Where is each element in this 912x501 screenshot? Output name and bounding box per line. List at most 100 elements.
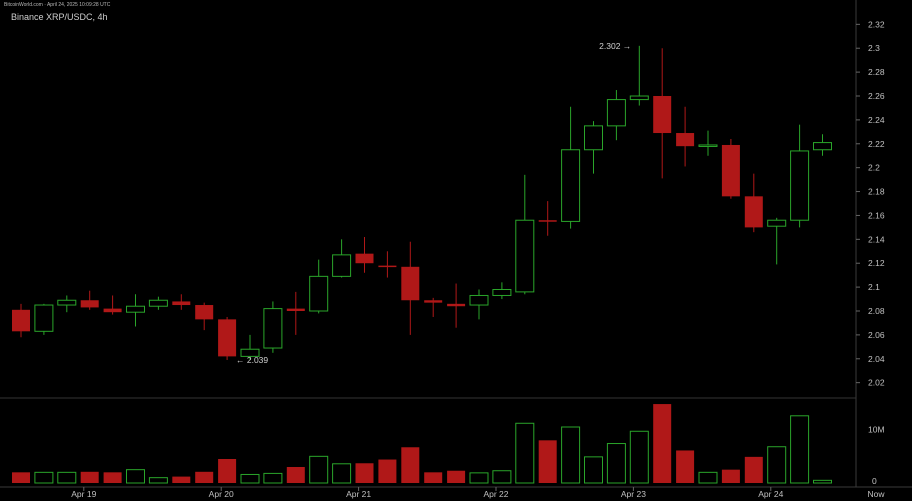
candle-down (447, 303, 466, 307)
volume-bar (34, 471, 54, 484)
x-tick-label: Apr 20 (209, 489, 234, 499)
candle-down (80, 300, 99, 308)
y-tick-label: 2.16 (868, 210, 885, 220)
candle-up (561, 149, 581, 222)
volume-bar (309, 455, 329, 484)
candle-down (424, 300, 443, 303)
y-tick-label: 2.14 (868, 234, 885, 244)
candle-up (492, 289, 512, 296)
candle-up (606, 99, 626, 127)
y-tick-label: 2.2 (868, 163, 880, 173)
volume-bar (744, 456, 763, 483)
volume-bar (148, 477, 168, 484)
candle-down (172, 301, 191, 306)
x-tick-label: Apr 24 (758, 489, 783, 499)
volume-bar (698, 471, 718, 484)
volume-bar (401, 447, 420, 483)
volume-bar (767, 446, 787, 484)
volume-bar (195, 471, 214, 483)
volume-bar (538, 440, 557, 483)
candle-up (767, 219, 787, 227)
volume-bar (12, 472, 30, 483)
volume-bar (676, 450, 695, 483)
volume-bar (103, 472, 122, 483)
candle-up (629, 95, 649, 101)
candle-up (148, 299, 168, 307)
candle-up (584, 125, 603, 151)
volume-bar (332, 463, 352, 484)
candle-down (401, 266, 420, 301)
high-annotation: 2.302 → (599, 41, 631, 51)
y-tick-label: 2.32 (868, 19, 885, 29)
volume-bar (469, 472, 489, 484)
y-tick-label: 2.08 (868, 306, 885, 316)
candle-up (263, 308, 283, 349)
candle-up (126, 305, 145, 313)
y-tick-label: 2.26 (868, 91, 885, 101)
candle-down (355, 253, 374, 264)
watermark-text: BitcoinWorld.com · April 24, 2025 10:09:… (4, 2, 111, 8)
volume-bar (584, 456, 603, 484)
volume-bar (355, 463, 374, 483)
candle-down (744, 196, 763, 228)
candle-down (195, 305, 214, 320)
candle-up (469, 294, 489, 306)
volume-bar (424, 472, 443, 483)
candle-up (790, 150, 810, 221)
candle-up (813, 142, 832, 151)
candle-down (218, 319, 237, 357)
candle-down (103, 308, 122, 313)
volume-bar (515, 422, 535, 484)
volume-bar (447, 470, 466, 483)
candle-down (721, 144, 740, 197)
candle-down (378, 265, 397, 268)
volume-bar (218, 459, 237, 483)
chart-title: Binance XRP/USDC, 4h (11, 12, 108, 22)
candle-up (332, 254, 352, 277)
candle-down (538, 220, 557, 222)
volume-bar (126, 469, 145, 484)
volume-bar (629, 430, 649, 484)
volume-bar (790, 415, 810, 484)
candle-down (653, 96, 672, 134)
volume-bar (492, 470, 512, 484)
y-tick-label: 2.04 (868, 354, 885, 364)
volume-bar (606, 443, 626, 484)
y-tick-label: 2.02 (868, 378, 885, 388)
candle-down (12, 309, 30, 332)
x-tick-label: Apr 21 (346, 489, 371, 499)
volume-bar (378, 459, 397, 483)
x-tick-label: Apr 22 (483, 489, 508, 499)
volume-bar (57, 471, 77, 484)
y-tick-label: 2.3 (868, 43, 880, 53)
y-tick-label: 2.1 (868, 282, 880, 292)
candle-up (57, 299, 77, 306)
y-tick-label: 2.24 (868, 115, 885, 125)
volume-bar (172, 476, 191, 483)
volume-bar (286, 467, 305, 483)
volume-bar (263, 472, 283, 484)
y-tick-label: 2.28 (868, 67, 885, 77)
volume-bar (813, 479, 832, 484)
candle-up (309, 275, 329, 312)
volume-bar (561, 426, 581, 484)
volume-tick-label: 0 (872, 476, 877, 486)
y-tick-label: 2.06 (868, 330, 885, 340)
low-annotation: ← 2.039 (236, 355, 268, 365)
volume-bar (80, 471, 99, 483)
y-tick-label: 2.22 (868, 139, 885, 149)
x-tick-label: Apr 23 (621, 489, 646, 499)
candle-down (676, 133, 695, 147)
volume-bar (653, 404, 672, 483)
y-tick-label: 2.18 (868, 187, 885, 197)
volume-tick-label: 10M (868, 425, 885, 435)
y-tick-label: 2.12 (868, 258, 885, 268)
x-tick-label: Apr 19 (71, 489, 96, 499)
volume-bar (721, 469, 740, 483)
volume-bar (240, 473, 260, 484)
now-label: Now (867, 489, 885, 499)
candle-up (698, 144, 718, 147)
candle-up (515, 219, 535, 293)
